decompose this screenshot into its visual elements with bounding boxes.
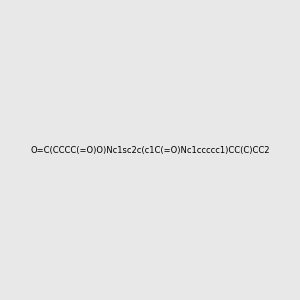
Text: O=C(CCCC(=O)O)Nc1sc2c(c1C(=O)Nc1ccccc1)CC(C)CC2: O=C(CCCC(=O)O)Nc1sc2c(c1C(=O)Nc1ccccc1)C… bbox=[30, 146, 270, 154]
